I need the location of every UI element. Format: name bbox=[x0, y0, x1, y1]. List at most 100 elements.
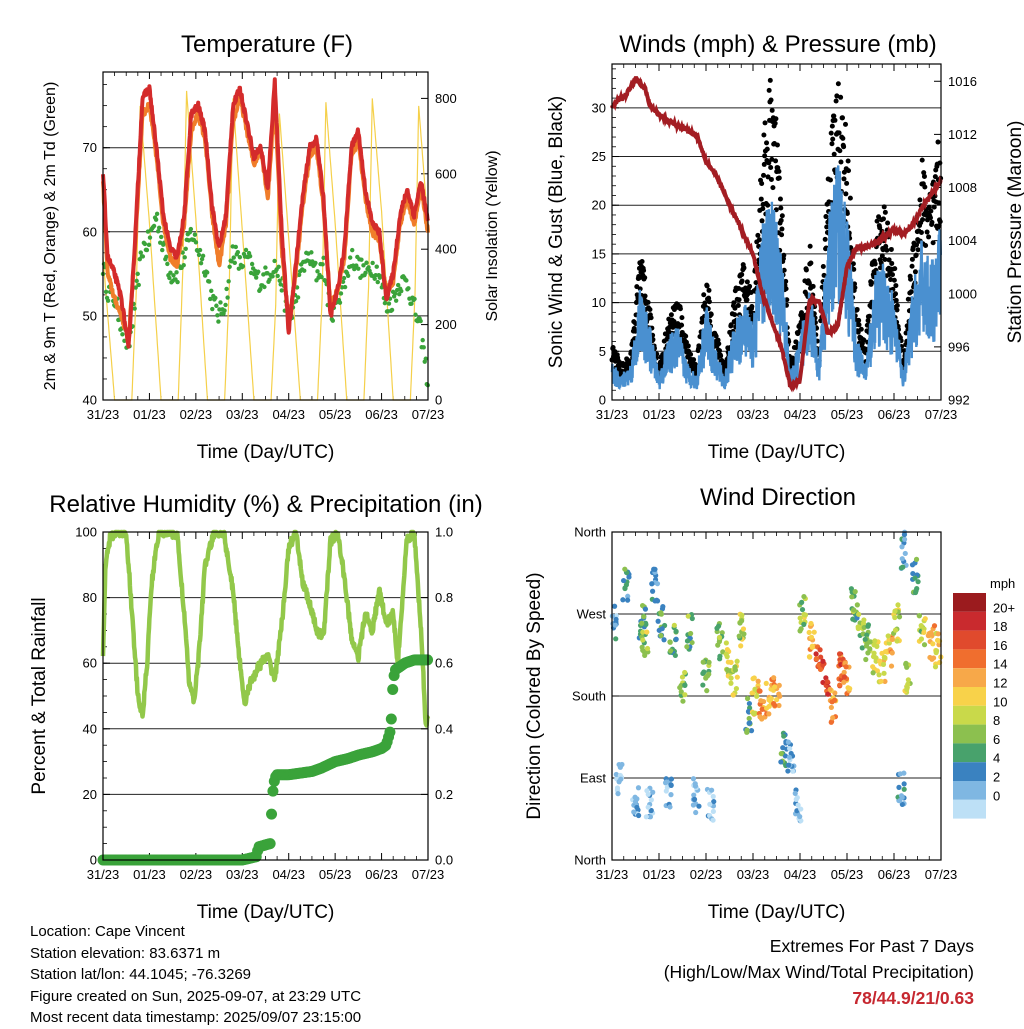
series-point-dewpoint bbox=[309, 250, 314, 255]
series-point-dewpoint bbox=[254, 275, 259, 280]
series-point-gust bbox=[735, 303, 741, 309]
series-point-gust bbox=[838, 94, 844, 100]
series-point-direction bbox=[636, 812, 642, 819]
series-point-direction bbox=[745, 708, 752, 715]
series-point-dewpoint bbox=[151, 223, 157, 229]
series-point-direction bbox=[818, 654, 824, 660]
series-point-direction bbox=[758, 698, 764, 704]
series-point-direction bbox=[898, 565, 905, 571]
x-tick-label: 04/23 bbox=[272, 407, 305, 422]
series-point-gust bbox=[891, 277, 897, 283]
series-point-direction bbox=[901, 786, 907, 792]
legend-label: 6 bbox=[993, 732, 1000, 747]
series-point-gust bbox=[770, 185, 776, 191]
series-point-direction bbox=[816, 662, 822, 668]
x-tick-label: 02/23 bbox=[690, 407, 723, 422]
series-point-dewpoint bbox=[144, 247, 150, 253]
series-point-direction bbox=[855, 624, 861, 630]
y-axis-label: Sonic Wind & Gust (Blue, Black) bbox=[546, 96, 567, 368]
series-point-direction bbox=[828, 704, 834, 711]
series-point-dewpoint bbox=[225, 295, 230, 300]
series-point-gust bbox=[921, 170, 927, 176]
series-point-direction bbox=[904, 686, 910, 693]
series-point-gust bbox=[936, 200, 942, 206]
series-point-gust bbox=[759, 218, 765, 224]
series-point-direction bbox=[615, 791, 621, 797]
series-point-gust bbox=[747, 283, 753, 289]
series-point-dewpoint bbox=[293, 298, 299, 304]
x-tick-label: 04/23 bbox=[272, 867, 305, 882]
series-point-direction bbox=[806, 654, 813, 660]
series-point-gust bbox=[927, 215, 933, 221]
y-right-tick-label: 996 bbox=[948, 339, 970, 354]
series-point-dewpoint bbox=[136, 282, 141, 288]
series-point-direction bbox=[635, 785, 642, 791]
series-point-gust bbox=[854, 306, 860, 312]
series-point-gust bbox=[842, 121, 848, 127]
series-point-direction bbox=[882, 678, 888, 685]
series-point-gust bbox=[783, 286, 789, 292]
series-point-gust bbox=[642, 275, 648, 281]
series-point-direction bbox=[685, 613, 691, 619]
x-axis-label: Time (Day/UTC) bbox=[197, 442, 335, 463]
series-point-gust bbox=[829, 141, 835, 147]
series-point-dewpoint bbox=[347, 255, 353, 260]
series-point-gust bbox=[716, 341, 722, 347]
series-point-dewpoint bbox=[216, 319, 221, 324]
series-line-pressure bbox=[610, 76, 943, 393]
series-point-gust bbox=[688, 351, 694, 357]
y-tick-label: 20 bbox=[592, 198, 606, 213]
series-point-direction bbox=[652, 566, 658, 572]
series-point-direction bbox=[650, 588, 656, 594]
series-point-direction bbox=[801, 621, 807, 627]
series-point-direction bbox=[707, 801, 713, 807]
series-point-dewpoint bbox=[330, 318, 336, 323]
series-point-dewpoint bbox=[214, 303, 219, 308]
series-point-direction bbox=[667, 639, 673, 645]
series-point-gust bbox=[685, 343, 691, 349]
series-point-dewpoint bbox=[200, 253, 206, 259]
y-right-tick-label: 0.8 bbox=[435, 590, 453, 605]
series-point-direction bbox=[780, 745, 786, 751]
series-point-direction bbox=[617, 764, 623, 770]
series-point-direction bbox=[797, 615, 803, 621]
series-point-direction bbox=[725, 659, 731, 665]
series-point-direction bbox=[711, 798, 717, 805]
series-point-direction bbox=[689, 639, 695, 646]
series-point-direction bbox=[931, 623, 938, 629]
series-point-direction bbox=[640, 629, 646, 635]
series-point-direction bbox=[650, 789, 656, 795]
y-right-tick-label: 1004 bbox=[948, 233, 977, 248]
series-point-direction bbox=[872, 638, 878, 644]
series-point-gust bbox=[718, 353, 724, 359]
series-point-direction bbox=[901, 531, 908, 538]
series-point-gust bbox=[691, 357, 697, 363]
series-point-direction bbox=[632, 799, 639, 805]
series-point-direction bbox=[864, 632, 870, 638]
series-point-dewpoint bbox=[302, 268, 307, 273]
series-point-direction bbox=[648, 797, 654, 803]
series-point-direction bbox=[915, 579, 921, 585]
series-point-dewpoint bbox=[182, 255, 187, 260]
series-point-gust bbox=[731, 300, 737, 306]
series-point-dewpoint bbox=[320, 262, 325, 267]
series-point-direction bbox=[913, 556, 920, 562]
plot-frame bbox=[102, 531, 429, 861]
series-point-direction bbox=[863, 656, 869, 663]
series-point-direction bbox=[739, 612, 745, 618]
series-point-gust bbox=[829, 123, 835, 129]
series-point-direction bbox=[658, 610, 664, 616]
series-point-direction bbox=[878, 678, 884, 684]
series-point-direction bbox=[901, 781, 907, 787]
series-point-direction bbox=[631, 809, 637, 815]
series-point-direction bbox=[894, 638, 900, 644]
series-point-dewpoint bbox=[275, 273, 280, 279]
series-point-gust bbox=[777, 196, 783, 202]
series-point-gust bbox=[779, 232, 785, 238]
series-point-gust bbox=[888, 277, 894, 283]
series-point-dewpoint bbox=[247, 254, 253, 259]
series-point-direction bbox=[899, 544, 905, 550]
series-point-dewpoint bbox=[409, 301, 414, 306]
series-point-dewpoint bbox=[270, 274, 275, 279]
series-point-dewpoint bbox=[354, 263, 359, 268]
